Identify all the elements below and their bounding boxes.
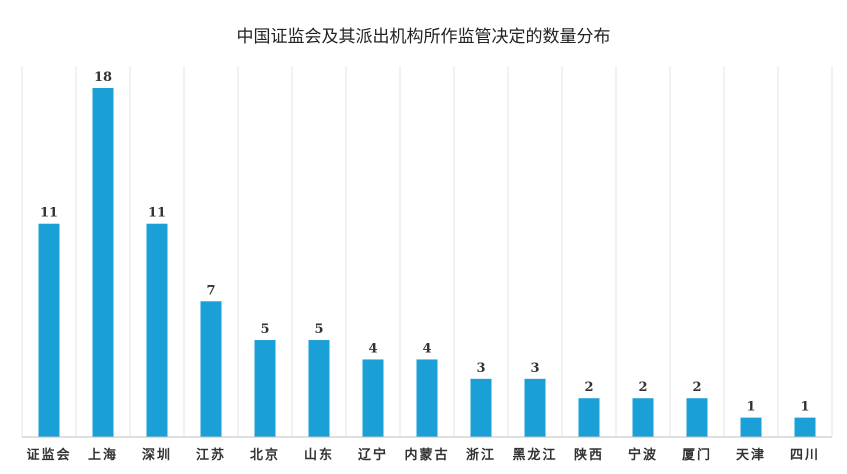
bar-7 <box>416 359 438 437</box>
value-label-7: 4 <box>422 341 431 356</box>
tick-label-12: 厦门 <box>682 447 712 463</box>
bar-4 <box>254 340 276 437</box>
value-label-4: 5 <box>260 322 269 337</box>
tick-label-3: 江苏 <box>196 447 226 463</box>
bar-10 <box>578 398 600 437</box>
bar-13 <box>740 417 762 437</box>
tick-label-11: 宁波 <box>628 447 658 463</box>
bar-3 <box>200 301 222 437</box>
tick-label-13: 天津 <box>736 447 766 463</box>
bar-1 <box>92 88 114 437</box>
tick-label-1: 上海 <box>88 447 118 463</box>
value-label-12: 2 <box>692 380 701 395</box>
value-label-14: 1 <box>800 400 809 415</box>
value-label-11: 2 <box>638 380 647 395</box>
tick-label-5: 山东 <box>304 447 334 463</box>
value-label-2: 11 <box>148 206 166 221</box>
value-label-1: 18 <box>94 70 112 85</box>
bar-5 <box>308 340 330 437</box>
bar-0 <box>38 223 60 437</box>
value-label-9: 3 <box>530 361 539 376</box>
value-label-3: 7 <box>206 283 215 298</box>
grid-lines <box>21 66 833 437</box>
labels: 11证监会18上海11深圳7江苏5北京5山东4辽宁4内蒙古3浙江3黑龙江2陕西2… <box>26 70 820 463</box>
bar-11 <box>632 398 654 437</box>
tick-label-6: 辽宁 <box>358 447 388 463</box>
value-label-13: 1 <box>746 400 755 415</box>
tick-label-8: 浙江 <box>466 447 496 463</box>
value-label-8: 3 <box>476 361 485 376</box>
tick-label-9: 黑龙江 <box>512 447 557 463</box>
tick-label-4: 北京 <box>250 447 280 463</box>
value-label-10: 2 <box>584 380 593 395</box>
value-label-6: 4 <box>368 341 377 356</box>
tick-label-0: 证监会 <box>26 447 71 463</box>
tick-label-10: 陕西 <box>574 447 604 463</box>
chart-title: 中国证监会及其派出机构所作监管决定的数量分布 <box>236 27 611 47</box>
bars <box>38 88 816 437</box>
tick-label-7: 内蒙古 <box>404 447 449 463</box>
value-label-0: 11 <box>40 206 58 221</box>
bar-8 <box>470 378 492 437</box>
bar-6 <box>362 359 384 437</box>
value-label-5: 5 <box>314 322 323 337</box>
tick-label-2: 深圳 <box>142 447 172 463</box>
bar-12 <box>686 398 708 437</box>
bar-9 <box>524 378 546 437</box>
bar-14 <box>794 417 816 437</box>
tick-label-14: 四川 <box>790 448 820 463</box>
bar-2 <box>146 223 168 437</box>
